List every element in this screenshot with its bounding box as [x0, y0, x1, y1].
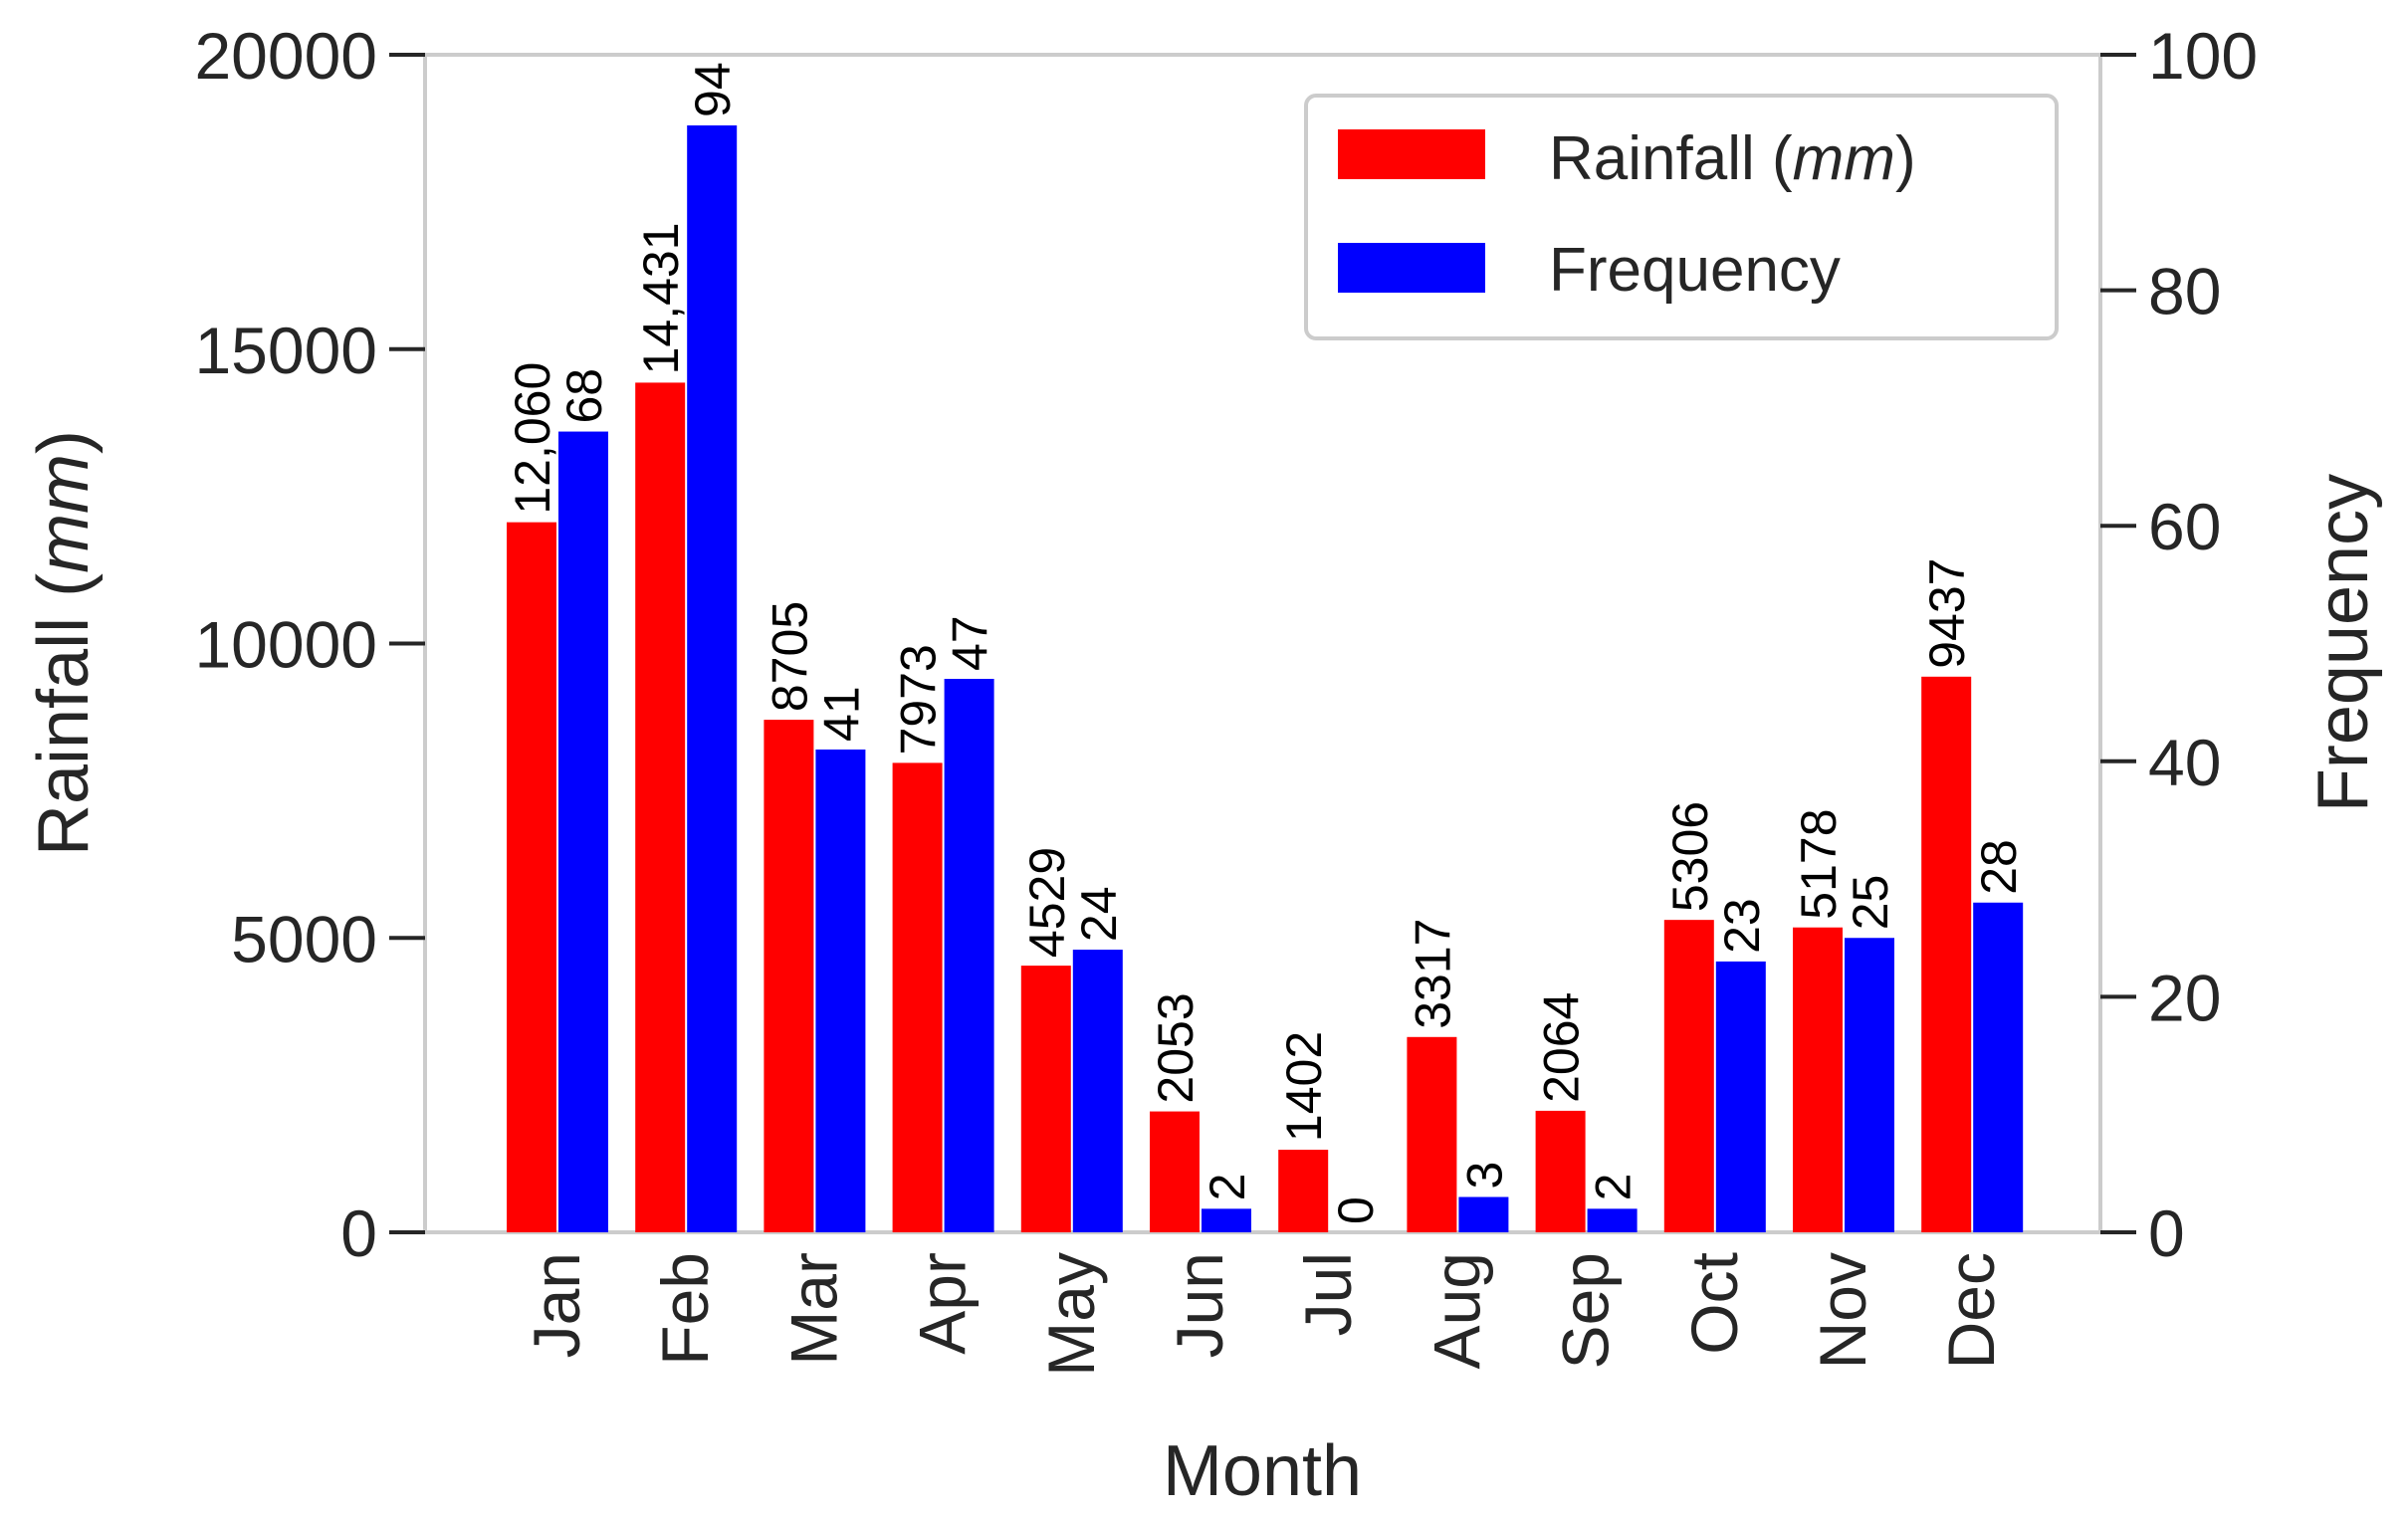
- data-label-frequency-jun: 2: [1200, 1174, 1255, 1201]
- y-left-tick-label: 0: [340, 1196, 377, 1270]
- data-label-rainfall-nov: 5178: [1791, 808, 1847, 919]
- bar-rainfall-nov: [1793, 927, 1843, 1232]
- legend-box: [1304, 94, 2059, 340]
- y-left-tick-label: 5000: [231, 902, 377, 975]
- x-tick-label-sep: Sep: [1549, 1252, 1623, 1369]
- x-tick-label-feb: Feb: [648, 1252, 722, 1366]
- y-right-tick-label: 60: [2148, 490, 2221, 563]
- bar-frequency-aug: [1458, 1196, 1509, 1232]
- x-tick-label-aug: Aug: [1420, 1252, 1493, 1369]
- bar-frequency-mar: [815, 749, 866, 1232]
- y-axis-right-title: Frequency: [2303, 474, 2383, 812]
- y-right-tick-label: 20: [2148, 961, 2221, 1034]
- x-tick-label-mar: Mar: [776, 1252, 850, 1366]
- data-label-frequency-aug: 3: [1456, 1162, 1512, 1190]
- data-label-frequency-sep: 2: [1586, 1174, 1642, 1201]
- legend-swatch-rainfall: [1338, 129, 1485, 179]
- bar-rainfall-mar: [764, 720, 814, 1232]
- bar-frequency-feb: [687, 124, 738, 1233]
- data-label-rainfall-may: 4529: [1019, 847, 1075, 958]
- bar-rainfall-feb: [635, 382, 686, 1232]
- data-label-frequency-jul: 0: [1328, 1196, 1384, 1224]
- data-label-rainfall-jan: 12,060: [505, 362, 560, 515]
- data-label-rainfall-jul: 1402: [1276, 1031, 1332, 1142]
- x-axis-title: Month: [1163, 1431, 1362, 1511]
- data-label-rainfall-apr: 7973: [891, 644, 947, 755]
- data-label-rainfall-sep: 2064: [1534, 992, 1590, 1103]
- data-label-rainfall-aug: 3317: [1405, 919, 1460, 1029]
- y-right-tick-label: 80: [2148, 255, 2221, 328]
- x-axis: Jan Feb Mar Apr May Jun Jul Aug Sep Oct Nov Dec: [520, 1252, 2008, 1377]
- bar-frequency-sep: [1587, 1208, 1638, 1232]
- data-label-rainfall-mar: 8705: [762, 601, 817, 712]
- x-tick-label-dec: Dec: [1934, 1252, 2008, 1369]
- bar-frequency-may: [1072, 950, 1123, 1232]
- data-label-frequency-mar: 41: [813, 686, 869, 742]
- x-tick-label-apr: Apr: [906, 1252, 980, 1355]
- bar-rainfall-sep: [1535, 1110, 1586, 1232]
- legend-label-frequency: Frequency: [1549, 236, 1841, 305]
- data-label-frequency-nov: 25: [1843, 875, 1898, 931]
- bar-labels-group: 12,060 14,431 8705 7973 4529 2053 1402 3317 2064…: [505, 62, 2027, 1224]
- legend-swatch-frequency: [1338, 243, 1485, 293]
- left-axis: 0 5000 10000 15000 20000: [194, 19, 425, 1270]
- bar-frequency-nov: [1845, 938, 1894, 1232]
- y-right-tick-label: 0: [2148, 1196, 2185, 1270]
- bar-rainfall-may: [1020, 966, 1071, 1232]
- legend-label-rainfall: Rainfall (mm): [1549, 124, 1916, 193]
- right-axis: 0 20 40 60 80 100: [2100, 19, 2258, 1270]
- data-label-frequency-feb: 94: [685, 62, 741, 117]
- bar-frequency-apr: [944, 678, 994, 1232]
- bar-frequency-oct: [1715, 961, 1766, 1232]
- legend: Rainfall (mm) Frequency: [1304, 94, 2059, 340]
- bar-rainfall-jan: [507, 522, 556, 1232]
- bar-frequency-jun: [1202, 1208, 1251, 1232]
- bar-frequency-dec: [1973, 902, 2024, 1232]
- data-label-frequency-dec: 28: [1971, 839, 2027, 895]
- bar-rainfall-jun: [1150, 1111, 1200, 1232]
- data-label-rainfall-oct: 5306: [1662, 801, 1718, 912]
- x-tick-label-nov: Nov: [1806, 1252, 1879, 1369]
- data-label-frequency-jan: 68: [556, 368, 612, 424]
- bars-group: [507, 124, 2024, 1233]
- bar-rainfall-aug: [1407, 1036, 1457, 1232]
- data-label-frequency-may: 24: [1071, 886, 1127, 942]
- bar-rainfall-jul: [1278, 1150, 1329, 1232]
- bar-rainfall-apr: [892, 762, 943, 1232]
- y-left-tick-label: 10000: [194, 608, 377, 682]
- data-label-frequency-apr: 47: [943, 615, 998, 671]
- x-tick-label-jun: Jun: [1163, 1252, 1236, 1358]
- x-tick-label-oct: Oct: [1677, 1252, 1751, 1355]
- y-right-tick-label: 100: [2148, 19, 2258, 93]
- bar-rainfall-dec: [1921, 676, 1972, 1232]
- y-axis-left-title: Rainfall (mm): [24, 430, 104, 856]
- x-tick-label-jul: Jul: [1291, 1252, 1365, 1336]
- x-tick-label-may: May: [1034, 1252, 1108, 1377]
- y-left-tick-label: 20000: [194, 19, 377, 93]
- bar-frequency-jan: [558, 431, 608, 1232]
- x-tick-label-jan: Jan: [520, 1252, 593, 1358]
- data-label-rainfall-dec: 9437: [1919, 558, 1975, 669]
- bar-rainfall-oct: [1663, 920, 1714, 1232]
- y-left-tick-label: 15000: [194, 314, 377, 387]
- y-right-tick-label: 40: [2148, 726, 2221, 799]
- data-label-rainfall-feb: 14,431: [633, 222, 689, 374]
- data-label-rainfall-jun: 2053: [1148, 992, 1204, 1103]
- data-label-frequency-oct: 23: [1714, 898, 1770, 954]
